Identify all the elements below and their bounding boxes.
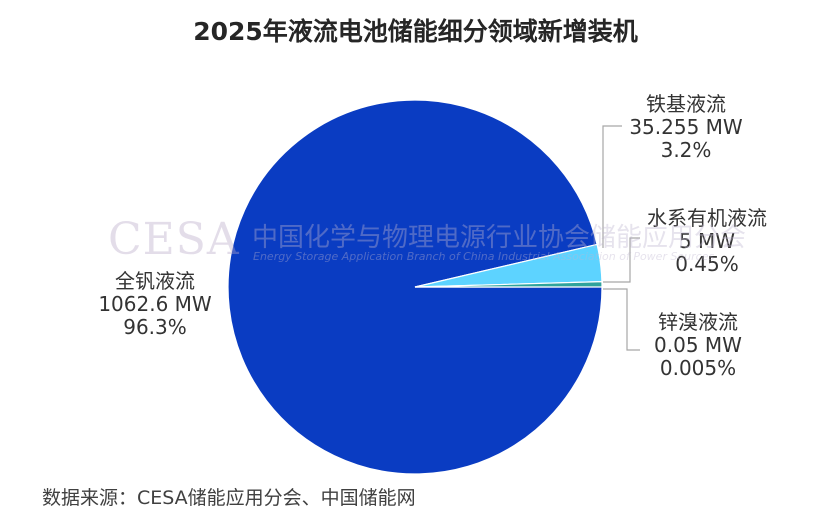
label-name-3: 锌溴液流 [658, 310, 738, 334]
label-value-1: 35.255 MW [629, 115, 743, 139]
label-percent-2: 0.45% [675, 252, 739, 276]
label-percent-1: 3.2% [661, 138, 712, 162]
label-name-0: 全钒液流 [115, 269, 195, 293]
label-percent-3: 0.005% [660, 356, 736, 380]
label-value-3: 0.05 MW [654, 333, 742, 357]
leader-line-2 [603, 237, 640, 283]
label-name-1: 铁基液流 [646, 92, 726, 116]
chart-title: 2025年液流电池储能细分领域新增装机 [193, 17, 638, 46]
label-percent-0: 96.3% [123, 315, 187, 339]
source-note: 数据来源：CESA储能应用分会、中国储能网 [42, 487, 416, 509]
leader-line-3 [603, 288, 640, 351]
label-name-2: 水系有机液流 [647, 206, 767, 230]
pie-slices [227, 99, 603, 475]
leader-line-1 [602, 125, 622, 248]
label-value-0: 1062.6 MW [98, 292, 212, 316]
label-value-2: 5 MW [679, 229, 735, 253]
